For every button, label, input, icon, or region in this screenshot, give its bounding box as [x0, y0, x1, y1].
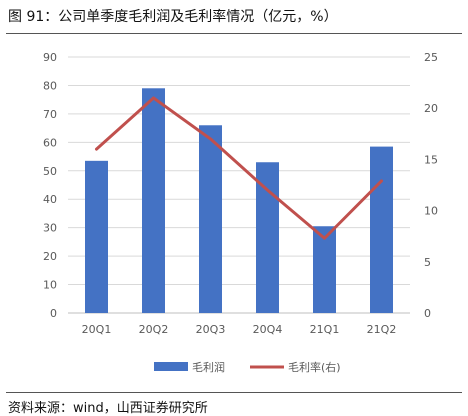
y-right-tick-label: 5	[424, 256, 431, 269]
legend: 毛利润 毛利率(右)	[154, 360, 341, 374]
y-left-tick-label: 30	[43, 222, 57, 235]
bar	[199, 125, 222, 313]
y-left-tick-label: 40	[43, 193, 57, 206]
x-tick-label: 20Q4	[253, 323, 283, 336]
x-tick-label: 21Q2	[367, 323, 397, 336]
legend-label: 毛利率(右)	[288, 360, 341, 374]
x-tick-label: 20Q3	[196, 323, 226, 336]
y-right-tick-label: 15	[424, 153, 438, 166]
y-right-tick-label: 20	[424, 102, 438, 115]
bar	[85, 161, 108, 313]
bar-series	[85, 88, 393, 313]
y-left-tick-label: 50	[43, 165, 57, 178]
legend-swatch-bar	[154, 362, 188, 371]
x-tick-label: 21Q1	[310, 323, 340, 336]
y-left-tick-label: 70	[43, 108, 57, 121]
y-left-tick-label: 80	[43, 79, 57, 92]
left-y-axis: 0 10 20 30 40 50 60 70 80 90	[43, 51, 57, 320]
y-right-tick-label: 10	[424, 205, 438, 218]
y-left-tick-label: 10	[43, 279, 57, 292]
bar	[142, 88, 165, 313]
y-left-tick-label: 90	[43, 51, 57, 64]
legend-label: 毛利润	[192, 360, 225, 374]
line-series	[96, 98, 381, 238]
source-note: 资料来源：wind，山西证券研究所	[8, 397, 208, 416]
y-left-tick-label: 0	[50, 307, 57, 320]
y-right-tick-label: 25	[424, 51, 438, 64]
x-tick-label: 20Q1	[82, 323, 112, 336]
y-left-tick-label: 20	[43, 250, 57, 263]
x-axis: 20Q1 20Q2 20Q3 20Q4 21Q1 21Q2	[82, 323, 397, 336]
bar	[370, 147, 393, 313]
figure-title: 图 91：公司单季度毛利润及毛利率情况（亿元，%）	[8, 6, 338, 26]
line-path	[97, 98, 382, 238]
y-left-tick-label: 60	[43, 136, 57, 149]
x-tick-label: 20Q2	[139, 323, 169, 336]
right-y-axis: 0 5 10 15 20 25	[424, 51, 438, 320]
bottom-rule	[6, 392, 462, 393]
grid-lines	[68, 57, 410, 313]
y-right-tick-label: 0	[424, 307, 431, 320]
